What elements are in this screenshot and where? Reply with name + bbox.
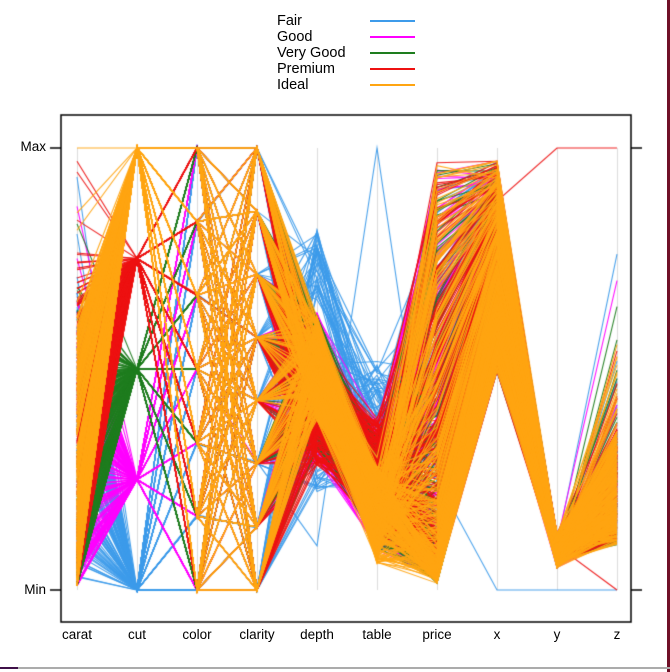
axis-label-table: table bbox=[362, 627, 392, 642]
legend-row-good: Good bbox=[277, 29, 437, 45]
axis-label-color: color bbox=[182, 627, 212, 642]
axis-label-x: x bbox=[493, 627, 501, 642]
y-axis-max-label: Max bbox=[20, 139, 46, 154]
axis-label-price: price bbox=[422, 627, 452, 642]
legend-label-fair: Fair bbox=[277, 13, 302, 29]
legend-row-premium: Premium bbox=[277, 61, 437, 77]
legend-line-swatch-premium bbox=[370, 68, 415, 70]
axis-label-carat: carat bbox=[61, 627, 93, 642]
axis-label-cut: cut bbox=[127, 627, 147, 642]
legend-label-premium: Premium bbox=[277, 61, 336, 77]
y-axis-min-label: Min bbox=[24, 582, 46, 597]
legend-line-swatch-fair bbox=[370, 20, 415, 22]
legend-line-swatch-good bbox=[370, 36, 415, 38]
legend-row-ideal: Ideal bbox=[277, 77, 437, 93]
window-bottom-bar-accent bbox=[0, 667, 18, 669]
legend: Fair Good Very Good Premium Ideal bbox=[277, 13, 437, 93]
legend-label-good: Good bbox=[277, 29, 313, 45]
legend-label-ideal: Ideal bbox=[277, 77, 309, 93]
axis-label-y: y bbox=[553, 627, 561, 642]
window-right-edge bbox=[667, 0, 670, 672]
legend-label-very-good: Very Good bbox=[277, 45, 346, 61]
legend-row-fair: Fair bbox=[277, 13, 437, 29]
legend-row-very-good: Very Good bbox=[277, 45, 437, 61]
legend-line-swatch-ideal bbox=[370, 84, 415, 86]
axis-label-clarity: clarity bbox=[239, 627, 275, 642]
axis-label-z: z bbox=[613, 627, 621, 642]
legend-line-swatch-very-good bbox=[370, 52, 415, 54]
axis-label-depth: depth bbox=[300, 627, 334, 642]
window-bottom-bar bbox=[0, 667, 670, 669]
